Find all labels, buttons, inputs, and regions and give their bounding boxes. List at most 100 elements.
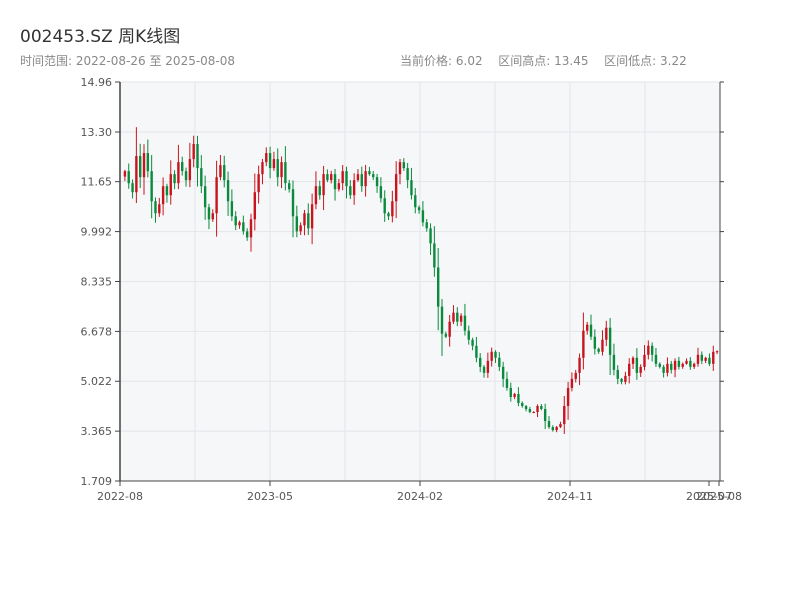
candle-body [391,201,394,217]
candle-body [521,402,524,406]
y-tick-label: 1.709 [81,475,113,488]
candle-body [142,153,146,178]
candle-body [509,387,512,397]
candle-body [456,312,459,322]
candle-body [154,201,157,214]
candle-body [123,171,127,177]
candle-body [234,216,237,226]
candle-body [689,360,692,367]
candle-body [341,171,344,184]
high-label: 区间高点: [498,54,551,68]
candle-body [620,378,623,382]
candle-body [360,174,363,187]
candle-body [536,405,539,413]
candle-body [425,222,428,229]
candle-body [295,216,299,232]
y-tick-label: 14.96 [81,76,113,89]
candle-body [158,204,161,214]
candle-body [161,186,165,205]
candle-body [169,174,172,196]
candle-body [654,354,658,364]
candle-body [318,186,321,196]
candle-body [368,171,371,175]
candle-body [650,345,654,355]
candle-body [268,153,272,169]
candle-body [712,351,715,364]
candle-body [494,351,497,358]
candle-body [383,198,386,214]
candle-body [551,427,555,431]
candle-body [452,312,455,322]
candle-body [238,222,241,226]
candle-body [704,357,707,361]
high-price: 13.45 [554,54,589,68]
candle-body [471,339,474,346]
candle-body [570,378,574,388]
candle-body [639,366,642,373]
candle-body [223,165,226,181]
chart-title: 002453.SZ 周K线图 [20,27,181,47]
candle-body [188,159,192,181]
candle-body [181,162,184,172]
x-tick-label: 2024-11 [547,490,593,503]
candle-body [585,324,589,331]
candle-body [177,162,180,184]
candle-body [127,171,130,184]
candle-body [352,180,356,196]
candle-body [414,195,417,208]
candle-body [475,345,478,358]
candle-body [261,162,264,175]
candle-body [566,387,570,406]
candle-body [673,360,677,370]
candle-body [135,156,138,193]
candle-body [532,412,535,414]
candle-body [280,162,283,178]
candle-body [257,174,260,193]
candle-body [345,171,348,187]
candle-body [635,357,639,373]
candle-body [307,213,310,229]
candle-body [138,156,142,178]
candle-body [467,330,470,340]
candle-body [436,267,440,307]
candle-body [444,333,448,337]
candle-body [505,378,509,388]
candle-body [184,171,188,181]
candle-body [333,174,337,190]
candle-body [200,168,203,187]
candle-body [490,351,493,361]
current-price: 6.02 [455,54,483,68]
candle-body [517,393,520,403]
range-sep: 至 [149,54,162,68]
candle-body [253,192,257,220]
candle-body [486,360,490,373]
candle-body [433,243,436,268]
candle-body [207,207,211,220]
candle-body [226,180,230,202]
candle-body [287,183,291,190]
candle-body [356,174,360,181]
candle-body [643,354,646,367]
candle-body [276,159,279,178]
candle-body [330,174,333,181]
x-tick-label: 2024-02 [397,490,443,503]
candle-body [459,315,463,322]
candle-body [555,427,558,431]
candle-body [528,409,532,413]
price-summary: 当前价格: 6.02 区间高点: 13.45 区间低点: 3.22 [400,52,687,69]
candle-body [479,357,482,367]
candle-body [299,225,302,232]
candle-body [593,336,597,349]
low-label: 区间低点: [604,54,657,68]
candle-body [589,324,593,337]
candle-body [670,363,673,370]
candle-body [582,330,585,358]
candle-body [692,363,696,367]
candle-body [265,153,268,163]
y-tick-label: 5.022 [81,375,113,388]
candle-body [322,174,325,196]
candle-body [219,165,222,178]
candle-body [574,372,577,379]
candle-body [398,162,402,175]
candle-body [601,339,604,352]
